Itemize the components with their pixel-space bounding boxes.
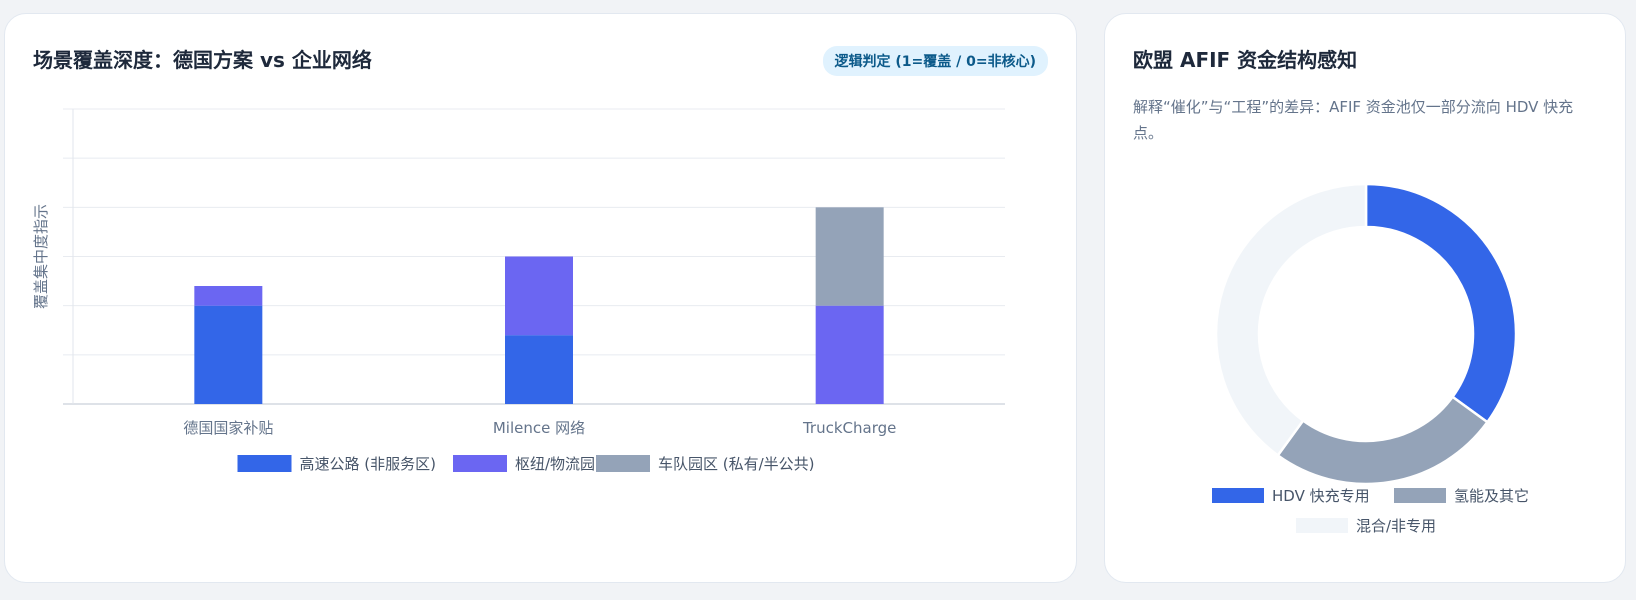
- bar-segment: [194, 305, 263, 404]
- logic-badge: 逻辑判定 (1=覆盖 / 0=非核心): [822, 46, 1048, 76]
- x-tick-label: TruckCharge: [802, 419, 896, 437]
- legend-label: HDV 快充专用: [1272, 487, 1370, 505]
- afif-description: 解释“催化”与“工程”的差异：AFIF 资金池仅一部分流向 HDV 快充点。: [1133, 98, 1574, 142]
- coverage-card: 场景覆盖深度：德国方案 vs 企业网络 逻辑判定 (1=覆盖 / 0=非核心) …: [4, 13, 1077, 583]
- legend-label: 枢纽/物流园: [515, 455, 595, 473]
- legend-label: 车队园区 (私有/半公共): [658, 455, 815, 473]
- legend-swatch: [453, 455, 507, 472]
- afif-chart-title: 欧盟 AFIF 资金结构感知: [1133, 48, 1358, 72]
- coverage-chart-title: 场景覆盖深度：德国方案 vs 企业网络: [33, 48, 372, 72]
- legend-label: 高速公路 (非服务区): [300, 455, 436, 473]
- donut-slice: [1214, 182, 1368, 458]
- bar-segment: [194, 286, 263, 306]
- legend-swatch: [237, 455, 292, 472]
- bar-segment: [505, 335, 573, 404]
- donut-slice: [1276, 395, 1490, 486]
- donut-slice: [1364, 182, 1518, 424]
- bar-segment: [815, 305, 884, 404]
- legend-label: 氢能及其它: [1454, 487, 1529, 505]
- legend-label: 混合/非专用: [1356, 517, 1436, 535]
- x-tick-label: Milence 网络: [493, 419, 585, 437]
- x-tick-label: 德国国家补贴: [183, 419, 273, 437]
- legend-swatch: [1212, 488, 1264, 503]
- legend-swatch: [1296, 518, 1348, 533]
- bar-segment: [815, 207, 884, 306]
- y-axis-label: 覆盖集中度指示: [32, 204, 50, 309]
- legend-swatch: [596, 455, 650, 472]
- legend-swatch: [1394, 488, 1446, 503]
- afif-card: 欧盟 AFIF 资金结构感知 解释“催化”与“工程”的差异：AFIF 资金池仅一…: [1104, 13, 1626, 583]
- bar-segment: [505, 256, 573, 336]
